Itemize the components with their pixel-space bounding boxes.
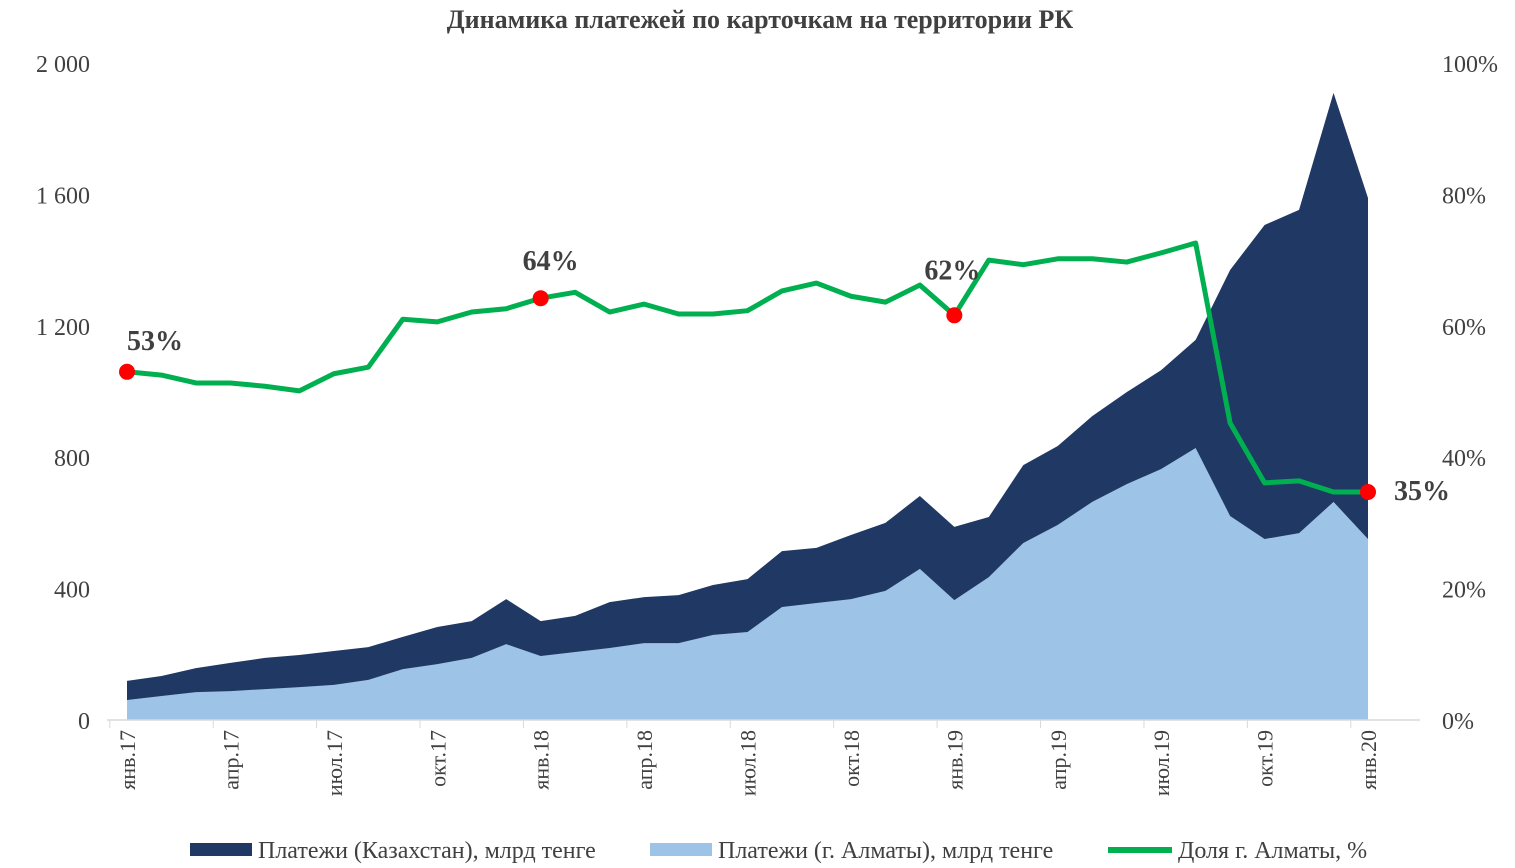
data-label: 35% xyxy=(1394,476,1450,507)
x-tick-label: янв.20 xyxy=(1356,730,1381,790)
y2-tick-label: 60% xyxy=(1442,315,1486,341)
y-tick-label: 1 600 xyxy=(36,183,90,209)
y-tick-label: 2 000 xyxy=(36,52,90,78)
data-point-marker xyxy=(946,307,963,324)
data-label: 64% xyxy=(523,246,579,277)
y-tick-label: 800 xyxy=(54,446,90,472)
y2-tick-label: 0% xyxy=(1442,709,1474,735)
x-tick-label: июл.19 xyxy=(1149,730,1174,796)
data-label: 53% xyxy=(127,326,183,357)
x-tick-label: июл.17 xyxy=(322,730,347,796)
y2-tick-label: 100% xyxy=(1442,52,1498,78)
x-tick-label: окт.18 xyxy=(839,730,864,787)
data-point-marker xyxy=(532,290,549,307)
area-almaty xyxy=(127,448,1368,720)
legend: Платежи (Казахстан), млрд тенге Платежи … xyxy=(190,838,1367,864)
data-point-marker xyxy=(119,363,135,380)
x-tick-label: янв.19 xyxy=(942,730,967,790)
y2-tick-label: 80% xyxy=(1442,183,1486,209)
y2-tick-label: 40% xyxy=(1442,446,1486,472)
legend-label-share: Доля г. Алматы, % xyxy=(1178,838,1367,864)
data-label: 62% xyxy=(924,255,980,286)
x-tick-label: окт.19 xyxy=(1253,730,1278,787)
legend-label-kazakhstan: Платежи (Казахстан), млрд тенге xyxy=(258,838,596,864)
y-tick-label: 400 xyxy=(54,578,90,604)
x-tick-label: апр.19 xyxy=(1046,730,1071,790)
x-tick-label: янв.18 xyxy=(529,730,554,790)
legend-swatch-kazakhstan xyxy=(190,843,252,856)
line-share-almaty xyxy=(126,240,1368,495)
x-tick-label: окт.17 xyxy=(425,730,450,787)
legend-swatch-almaty xyxy=(650,843,712,856)
x-tick-label: янв.17 xyxy=(115,730,140,790)
x-tick-label: апр.17 xyxy=(218,730,243,790)
y-tick-label: 1 200 xyxy=(36,315,90,341)
legend-label-almaty: Платежи (г. Алматы), млрд тенге xyxy=(718,838,1053,864)
y-tick-label: 0 xyxy=(78,709,90,735)
chart-title: Динамика платежей по карточкам на террит… xyxy=(447,5,1074,34)
x-tick-label: апр.18 xyxy=(632,730,657,790)
y2-tick-label: 20% xyxy=(1442,578,1486,604)
data-point-marker xyxy=(1360,484,1376,501)
x-tick-label: июл.18 xyxy=(736,730,761,796)
